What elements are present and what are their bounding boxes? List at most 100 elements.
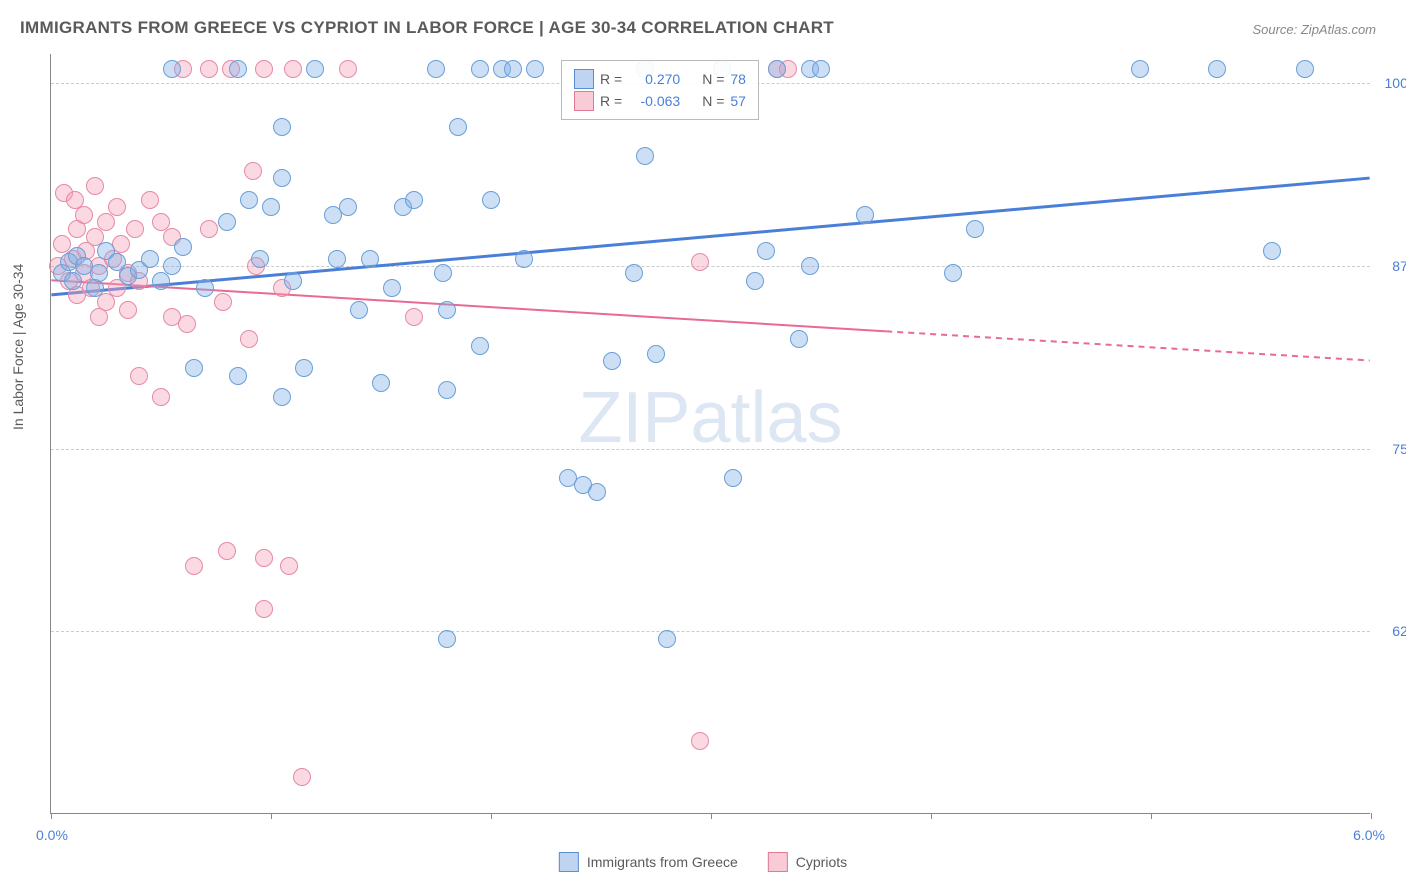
scatter-point-cypriots [244,162,262,180]
scatter-point-greece [350,301,368,319]
scatter-point-cypriots [97,213,115,231]
source-label: Source: ZipAtlas.com [1252,22,1376,37]
scatter-point-cypriots [280,557,298,575]
scatter-point-greece [438,381,456,399]
n-label: N = [702,93,724,109]
scatter-point-greece [273,118,291,136]
watermark-text: ZIPatlas [578,377,842,459]
scatter-point-greece [240,191,258,209]
scatter-point-greece [163,60,181,78]
scatter-point-cypriots [255,600,273,618]
scatter-point-greece [746,272,764,290]
scatter-point-greece [328,250,346,268]
scatter-point-greece [1296,60,1314,78]
x-tick [931,813,932,819]
x-tick [1371,813,1372,819]
gridline-h [51,631,1370,632]
scatter-point-greece [229,367,247,385]
scatter-point-cypriots [284,60,302,78]
scatter-point-greece [515,250,533,268]
scatter-point-cypriots [108,198,126,216]
scatter-point-greece [251,250,269,268]
correlation-legend: R =0.270N =78 R = -0.063 N = 57 [561,60,759,120]
scatter-point-greece [427,60,445,78]
x-tick [711,813,712,819]
scatter-point-greece [262,198,280,216]
scatter-point-greece [196,279,214,297]
scatter-point-cypriots [691,732,709,750]
y-tick-label: 62.5% [1377,623,1406,639]
scatter-point-greece [438,301,456,319]
scatter-point-greece [64,272,82,290]
plot-area: ZIPatlas 62.5%75.0%87.5%100.0% 0.0% 6.0%… [50,54,1370,814]
y-axis-label: In Labor Force | Age 30-34 [10,264,26,430]
n-value: 78 [730,71,746,87]
x-tick [271,813,272,819]
r-value: 0.270 [628,71,680,87]
scatter-point-cypriots [126,220,144,238]
scatter-point-greece [812,60,830,78]
scatter-point-greece [504,60,522,78]
r-label: R = [600,93,622,109]
legend-label: Cypriots [796,854,847,870]
scatter-point-greece [790,330,808,348]
y-tick-label: 75.0% [1377,441,1406,457]
scatter-point-cypriots [200,220,218,238]
scatter-point-greece [856,206,874,224]
x-tick [51,813,52,819]
scatter-point-greece [218,213,236,231]
scatter-point-greece [185,359,203,377]
scatter-point-greece [295,359,313,377]
scatter-point-greece [966,220,984,238]
scatter-point-greece [724,469,742,487]
scatter-point-greece [273,169,291,187]
scatter-point-greece [90,264,108,282]
legend-swatch [574,91,594,111]
legend-label: Immigrants from Greece [587,854,738,870]
scatter-point-cypriots [112,235,130,253]
scatter-point-cypriots [75,206,93,224]
legend-item: Cypriots [768,852,847,872]
series-legend: Immigrants from Greece Cypriots [559,852,847,872]
scatter-point-cypriots [119,301,137,319]
scatter-point-greece [801,257,819,275]
scatter-point-greece [152,272,170,290]
scatter-point-cypriots [97,293,115,311]
scatter-point-greece [471,337,489,355]
scatter-point-cypriots [255,549,273,567]
scatter-point-greece [1263,242,1281,260]
legend-row: R =0.270N =78 [574,69,746,89]
scatter-point-greece [471,60,489,78]
scatter-point-greece [339,198,357,216]
r-value: -0.063 [628,93,680,109]
scatter-point-cypriots [214,293,232,311]
scatter-point-greece [405,191,423,209]
scatter-point-greece [588,483,606,501]
scatter-point-greece [438,630,456,648]
scatter-point-cypriots [240,330,258,348]
scatter-point-cypriots [178,315,196,333]
scatter-point-greece [372,374,390,392]
scatter-point-greece [482,191,500,209]
n-value: 57 [730,93,746,109]
scatter-point-greece [636,147,654,165]
scatter-point-greece [944,264,962,282]
scatter-point-cypriots [152,388,170,406]
gridline-h [51,449,1370,450]
scatter-point-greece [768,60,786,78]
scatter-point-greece [1131,60,1149,78]
scatter-point-cypriots [200,60,218,78]
scatter-point-cypriots [141,191,159,209]
scatter-point-greece [174,238,192,256]
scatter-point-cypriots [255,60,273,78]
x-axis-max-label: 6.0% [1353,827,1385,843]
scatter-point-greece [1208,60,1226,78]
scatter-point-greece [757,242,775,260]
legend-row: R = -0.063 N = 57 [574,91,746,111]
x-axis-min-label: 0.0% [36,827,68,843]
scatter-point-greece [647,345,665,363]
chart-title: IMMIGRANTS FROM GREECE VS CYPRIOT IN LAB… [20,18,834,38]
scatter-point-greece [603,352,621,370]
scatter-point-greece [141,250,159,268]
x-tick [491,813,492,819]
